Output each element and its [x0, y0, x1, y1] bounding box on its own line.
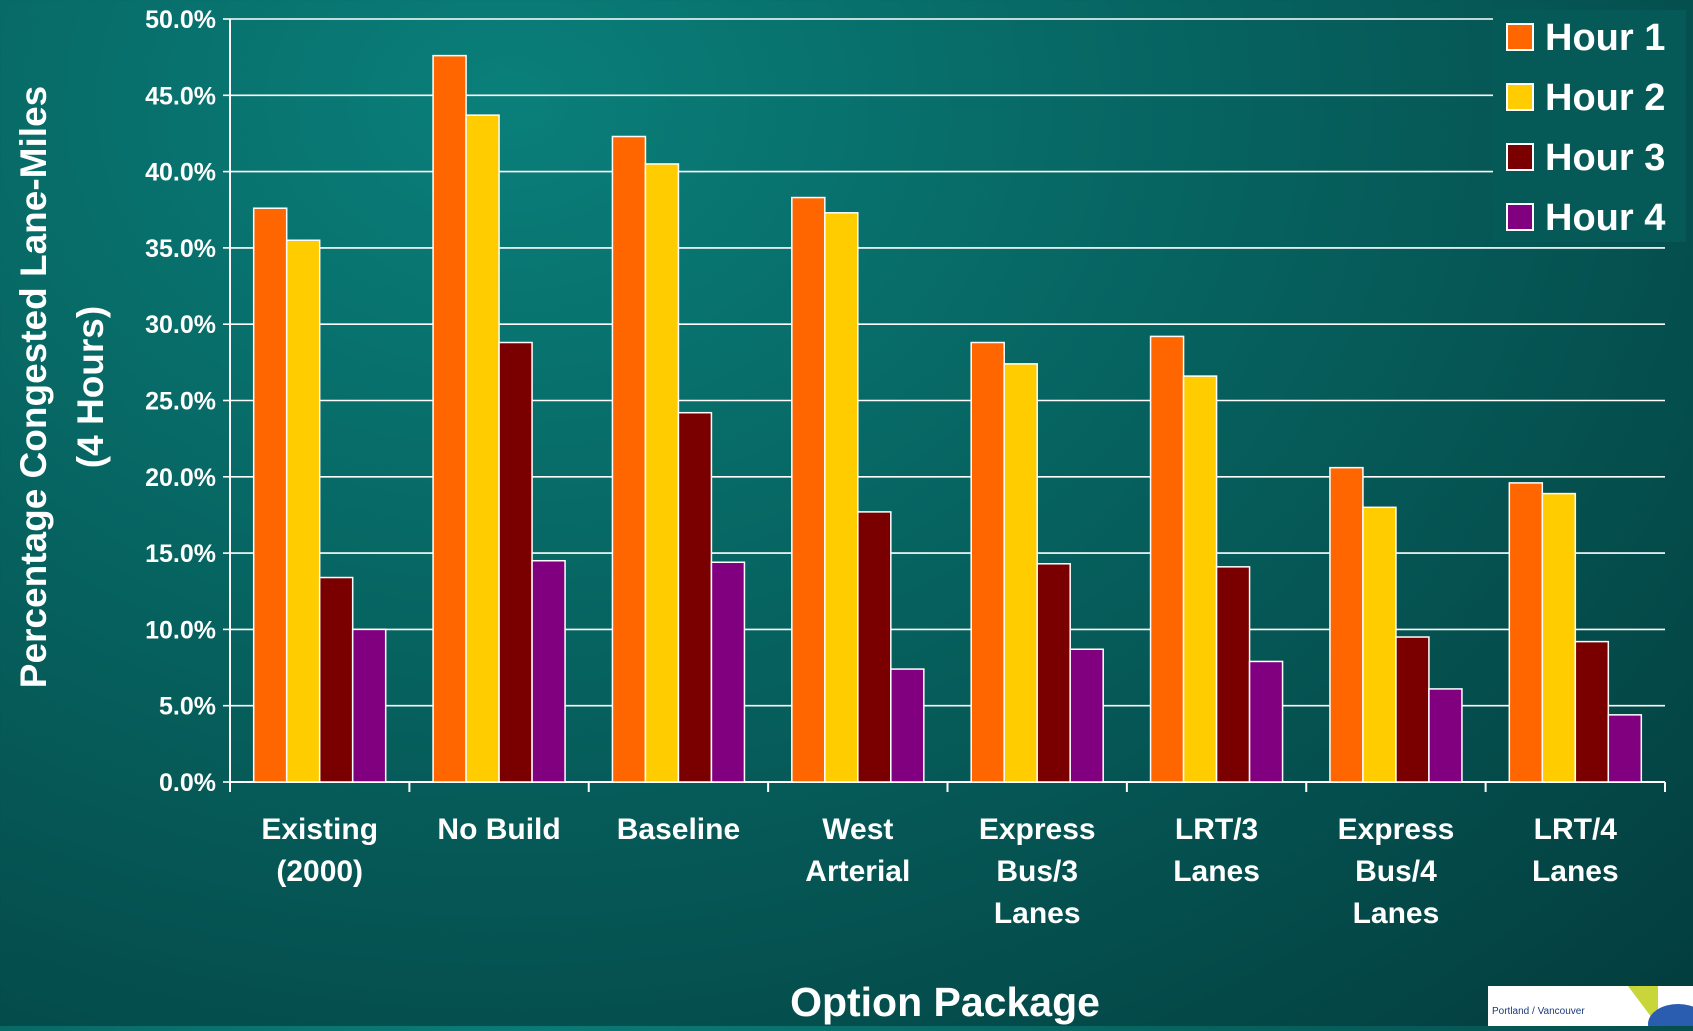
bar [1215, 566, 1251, 783]
bar [710, 561, 746, 783]
x-tick-label: Baseline [617, 813, 740, 846]
bar [465, 114, 500, 783]
bar [1003, 363, 1038, 783]
bar [1428, 688, 1463, 783]
x-tick-label: Express [1338, 813, 1455, 846]
x-tick-label: (2000) [276, 855, 363, 888]
bar [531, 559, 566, 783]
y-tick-label: 10.0% [145, 616, 216, 644]
y-tick-label: 20.0% [145, 464, 216, 492]
bar [1508, 482, 1544, 783]
bar [351, 628, 387, 783]
legend-label: Hour 1 [1545, 17, 1665, 59]
bar [1541, 492, 1577, 783]
y-tick-label: 45.0% [145, 82, 216, 110]
y-tick-label: 15.0% [145, 540, 216, 568]
y-tick-label: 50.0% [145, 6, 216, 34]
legend-swatch [1506, 83, 1534, 111]
bar [498, 341, 533, 783]
y-axis-title-line2: (4 Hours) [70, 306, 111, 468]
bar [1362, 506, 1397, 783]
y-tick-label: 5.0% [159, 693, 216, 721]
x-axis-title: Option Package [790, 979, 1100, 1025]
bar [1607, 714, 1643, 783]
y-axis-title: Percentage Congested Lane-Miles [13, 86, 54, 688]
x-tick-label: No Build [437, 813, 560, 846]
legend-label: Hour 3 [1545, 137, 1665, 179]
x-tick-label: Express [979, 813, 1096, 846]
logo: Portland / Vancouver [1488, 986, 1693, 1026]
bar [677, 411, 713, 783]
legend-swatch [1506, 143, 1534, 171]
x-tick-label: Bus/3 [996, 855, 1078, 888]
bar [1069, 648, 1104, 783]
y-tick-label: 25.0% [145, 388, 216, 416]
x-tick-label: Lanes [994, 897, 1081, 930]
bar [1248, 660, 1284, 783]
bar [890, 668, 925, 783]
bar [1395, 636, 1430, 783]
x-tick-label: LRT/4 [1534, 813, 1618, 846]
x-tick-label: West [822, 813, 893, 846]
x-tick-label: Lanes [1532, 855, 1619, 888]
bar [1329, 466, 1364, 783]
bar [644, 163, 680, 783]
x-tick-label: Lanes [1353, 897, 1440, 930]
bar [611, 135, 647, 783]
logo-text: Portland / Vancouver [1492, 1006, 1585, 1017]
bar [432, 54, 467, 783]
bar [1149, 335, 1185, 783]
bar [1182, 375, 1218, 783]
bar [791, 196, 826, 783]
x-tick-label: Bus/4 [1355, 855, 1437, 888]
x-tick-label: Lanes [1173, 855, 1260, 888]
legend-label: Hour 4 [1545, 197, 1665, 239]
legend-swatch [1506, 23, 1534, 51]
bar [857, 511, 892, 783]
y-tick-label: 40.0% [145, 159, 216, 187]
bar [970, 341, 1005, 783]
y-tick-label: 35.0% [145, 235, 216, 263]
logo-circle-icon [1648, 1004, 1693, 1026]
bar [318, 576, 354, 783]
y-tick-label: 0.0% [159, 769, 216, 797]
legend-label: Hour 2 [1545, 77, 1665, 119]
bar [824, 212, 859, 783]
bar [285, 239, 321, 783]
y-tick-label: 30.0% [145, 311, 216, 339]
legend-swatch [1506, 203, 1534, 231]
x-tick-label: Existing [261, 813, 378, 846]
x-tick-label: Arterial [805, 855, 910, 888]
bar [1574, 640, 1610, 783]
x-tick-label: LRT/3 [1175, 813, 1258, 846]
bar [252, 207, 288, 783]
bar [1036, 563, 1071, 783]
